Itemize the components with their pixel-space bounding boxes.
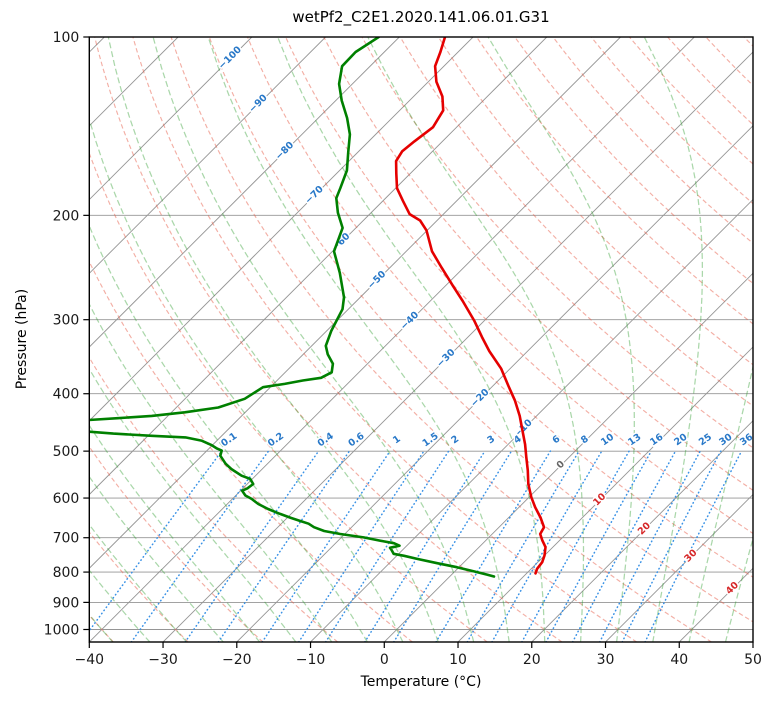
svg-text:0.6: 0.6	[346, 430, 366, 449]
svg-text:600: 600	[53, 491, 80, 507]
dewpoint-curve	[89, 37, 496, 578]
svg-text:−30: −30	[148, 652, 178, 668]
dry-adiabats	[89, 37, 754, 642]
svg-text:20: 20	[523, 652, 541, 668]
svg-text:300: 300	[53, 313, 80, 329]
svg-text:2: 2	[449, 434, 461, 447]
svg-text:0: 0	[380, 652, 389, 668]
svg-text:25: 25	[697, 432, 714, 449]
svg-text:100: 100	[53, 30, 80, 46]
svg-text:1000: 1000	[44, 623, 80, 639]
svg-text:1.5: 1.5	[421, 431, 441, 450]
temperature-curve	[394, 37, 547, 575]
svg-text:700: 700	[53, 531, 80, 547]
svg-text:6: 6	[551, 433, 563, 446]
svg-text:−10: −10	[296, 652, 326, 668]
moist-adiabats	[89, 37, 754, 642]
svg-text:1: 1	[391, 434, 403, 447]
isotherm-lines	[89, 37, 754, 642]
x-axis-label: Temperature (°C)	[360, 674, 482, 690]
svg-text:200: 200	[53, 208, 80, 224]
svg-text:−20: −20	[222, 652, 252, 668]
svg-text:400: 400	[53, 387, 80, 403]
mixing-ratio-lines	[89, 450, 743, 642]
svg-text:800: 800	[53, 565, 80, 581]
mixing-ratio-labels: 0.1 0.2 0.4 0.6 1 1.5 2 3 4 6 8 10 13 16 20 25 30 36	[218, 429, 753, 451]
svg-text:−40: −40	[75, 652, 105, 668]
svg-text:500: 500	[53, 444, 80, 460]
svg-text:900: 900	[53, 595, 80, 611]
svg-text:30: 30	[597, 652, 615, 668]
svg-text:30: 30	[717, 431, 734, 448]
svg-text:16: 16	[648, 431, 665, 448]
svg-text:40: 40	[670, 652, 688, 668]
chart-title: wetPf2_C2E1.2020.141.06.01.G31	[292, 8, 550, 26]
svg-text:50: 50	[744, 652, 762, 668]
svg-text:−100: −100	[217, 44, 245, 72]
svg-text:0.4: 0.4	[316, 430, 336, 449]
svg-text:10: 10	[449, 652, 467, 668]
svg-text:3: 3	[485, 434, 497, 447]
pressure-gridlines	[89, 37, 753, 630]
svg-text:8: 8	[579, 433, 591, 446]
svg-text:13: 13	[626, 432, 643, 449]
